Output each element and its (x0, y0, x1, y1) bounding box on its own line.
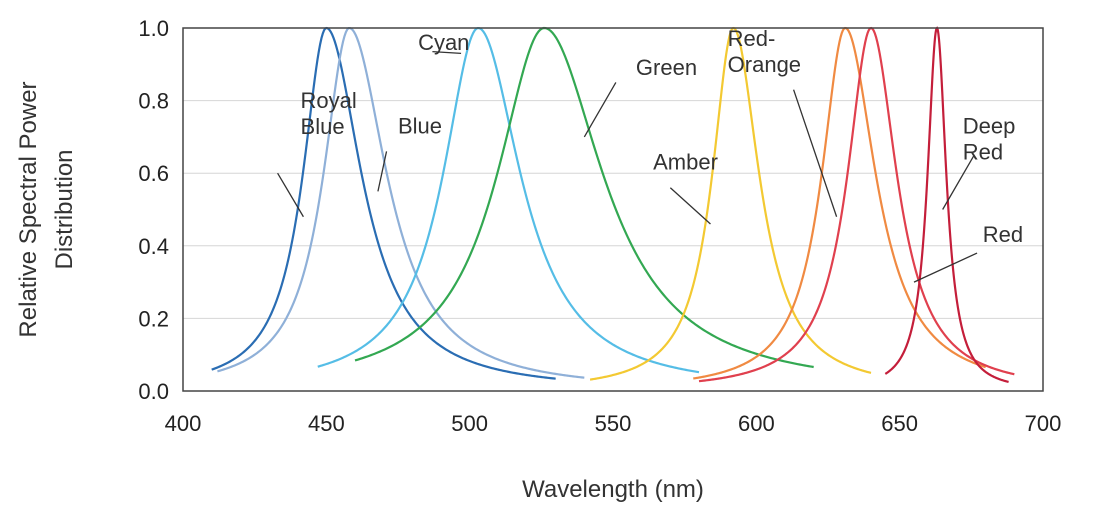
annotations: Royal Blue BlueCyanGreenAmberRed-OrangeDee… (277, 26, 1023, 283)
series-line-cyan (317, 26, 700, 374)
series-layer (211, 26, 1015, 384)
y-axis-title-line-2: Distribution (51, 149, 78, 269)
annotation-leader-line (913, 252, 978, 283)
annotation-leader-line (432, 50, 462, 55)
series-line-amber (589, 26, 872, 381)
series-annotation: Red (983, 222, 1023, 247)
y-tick-label: 1.0 (138, 16, 169, 41)
annotation-line: Red (963, 139, 1003, 164)
series-annotation: Green (636, 55, 697, 80)
y-axis-title-line-1: Relative Spectral Power (15, 81, 42, 337)
annotation-leader-line (792, 89, 838, 217)
x-tick-label: 500 (451, 411, 488, 436)
annotation-line: Cyan (418, 30, 469, 55)
series-annotation: Royal Blue (301, 88, 357, 139)
x-tick-label: 450 (308, 411, 345, 436)
y-tick-labels: 0.0 0.2 0.4 0.6 0.8 1.0 (138, 16, 169, 404)
y-tick-label: 0.4 (138, 234, 169, 259)
x-tick-labels: 400 450 500 550 600 650 700 (165, 411, 1062, 436)
x-tick-label: 700 (1025, 411, 1062, 436)
series-line-blue (217, 27, 585, 379)
x-tick-label: 400 (165, 411, 202, 436)
grid-lines (183, 100, 1043, 319)
series-annotation: Amber (653, 150, 718, 175)
series-line-royal-blue (211, 26, 556, 380)
x-tick-label: 550 (595, 411, 632, 436)
series-line-deep-red (884, 26, 1009, 384)
series-line-red-orange (693, 26, 987, 380)
annotation-line: Blue (301, 114, 345, 139)
y-tick-label: 0.8 (138, 89, 169, 114)
annotation-line: Red- (728, 26, 776, 51)
annotation-line: Amber (653, 150, 718, 175)
series-annotation: Deep Red (963, 113, 1016, 164)
series-annotation: Blue (398, 113, 442, 138)
series-line-red (698, 26, 1015, 383)
annotation-leader-line (669, 187, 711, 225)
annotation-leader-line (377, 151, 388, 192)
annotation-leader-line (583, 82, 617, 138)
annotation-line: Royal (301, 88, 357, 113)
annotation-leader-line (277, 172, 304, 218)
annotation-leader-line (942, 154, 975, 210)
x-tick-label: 600 (738, 411, 775, 436)
annotation-line: Blue (398, 113, 442, 138)
annotation-line: Red (983, 222, 1023, 247)
series-line-green (354, 26, 814, 369)
x-tick-label: 650 (881, 411, 918, 436)
y-tick-label: 0.2 (138, 306, 169, 331)
annotation-line: Deep (963, 113, 1016, 138)
x-axis-title: Wavelength (nm) (522, 476, 704, 503)
y-tick-label: 0.6 (138, 161, 169, 186)
y-tick-label: 0.0 (138, 379, 169, 404)
annotation-line: Green (636, 55, 697, 80)
series-annotation: Red-Orange (728, 26, 801, 77)
annotation-line: Orange (728, 52, 801, 77)
series-annotation: Cyan (418, 30, 469, 55)
plot-frame (182, 27, 1044, 392)
